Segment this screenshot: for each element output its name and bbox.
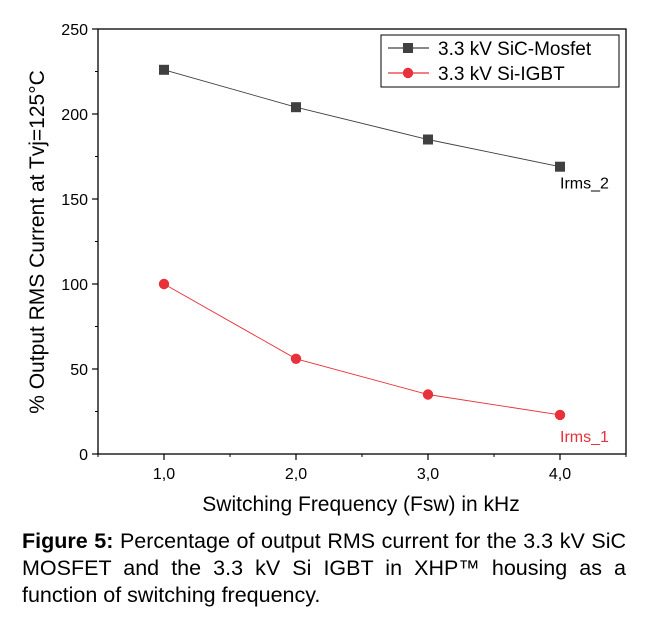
series-annotation-2: Irms_1 <box>560 429 609 446</box>
data-point-circle <box>290 353 302 364</box>
data-point-circle <box>422 389 434 400</box>
figure-caption-label: Figure 5: <box>22 529 114 553</box>
data-point-circle <box>554 409 566 421</box>
y-tick-label: 100 <box>61 277 88 294</box>
legend-label: 3.3 kV SiC-Mosfet <box>438 39 592 60</box>
y-tick-label: 250 <box>61 22 88 39</box>
data-point-square <box>423 134 433 145</box>
legend-label: 3.3 kV Si-IGBT <box>438 64 565 85</box>
y-tick-label: 200 <box>61 107 88 124</box>
figure-caption-text: Percentage of output RMS current for the… <box>22 529 626 607</box>
x-tick-label: 3,0 <box>417 466 439 483</box>
data-point-square <box>555 161 565 172</box>
series: Irms_2 Irms_1 <box>158 64 609 446</box>
y-tick-label: 50 <box>70 362 88 379</box>
y-axis-label: % Output RMS Current at Tvj=125°C <box>26 70 49 414</box>
series-line-1 <box>163 69 561 168</box>
data-point-circle <box>158 278 170 290</box>
series-line-2 <box>163 283 561 416</box>
y-tick-label: 150 <box>61 192 88 209</box>
legend-box <box>380 34 620 88</box>
x-axis-label: Switching Frequency (Fsw) in kHz <box>202 493 519 516</box>
y-tick-label: 0 <box>79 447 88 464</box>
x-tick-label: 4,0 <box>549 466 571 483</box>
x-tick-label: 2,0 <box>285 466 307 483</box>
legend: 3.3 kV SiC-Mosfet 3.3 kV Si-IGBT <box>380 34 620 88</box>
data-point-square <box>291 102 301 113</box>
ticks: 0 50 100 150 200 250 1,0 2,0 3,0 4,0 <box>61 22 627 483</box>
legend-marker-circle <box>402 67 414 79</box>
legend-marker-square <box>403 43 413 53</box>
axes <box>97 28 627 455</box>
plot-frame <box>97 28 627 455</box>
series-annotation-1: Irms_2 <box>560 176 609 193</box>
figure-caption: Figure 5: Percentage of output RMS curre… <box>22 528 626 609</box>
x-tick-label: 1,0 <box>153 466 175 483</box>
chart: 0 50 100 150 200 250 1,0 2,0 3,0 4,0 Irms_2 Irms_1… <box>26 22 627 516</box>
data-point-square <box>159 64 169 75</box>
